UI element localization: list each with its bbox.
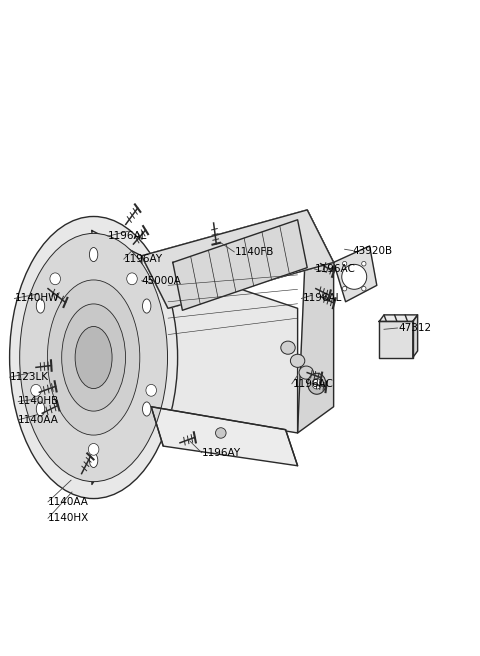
- Ellipse shape: [299, 366, 313, 379]
- Text: 1196AY: 1196AY: [202, 447, 241, 458]
- Text: 1140HW: 1140HW: [14, 293, 59, 304]
- Ellipse shape: [75, 327, 112, 388]
- Text: 1196AC: 1196AC: [314, 264, 355, 274]
- Text: 47312: 47312: [398, 323, 432, 333]
- Ellipse shape: [342, 264, 367, 289]
- Ellipse shape: [89, 247, 98, 262]
- Ellipse shape: [146, 384, 156, 396]
- Text: 1140FB: 1140FB: [235, 247, 275, 257]
- Polygon shape: [142, 210, 334, 308]
- Ellipse shape: [62, 304, 126, 411]
- Ellipse shape: [10, 216, 178, 499]
- Polygon shape: [142, 256, 298, 433]
- Text: 1140HB: 1140HB: [18, 396, 60, 407]
- Text: 1196AY: 1196AY: [124, 254, 163, 264]
- Ellipse shape: [290, 354, 305, 367]
- Ellipse shape: [20, 234, 168, 482]
- Ellipse shape: [281, 341, 295, 354]
- Text: 1140AA: 1140AA: [48, 497, 89, 507]
- Polygon shape: [92, 230, 142, 484]
- Polygon shape: [413, 315, 418, 358]
- Text: 1196AL: 1196AL: [302, 293, 342, 304]
- Text: 1196AC: 1196AC: [293, 379, 334, 389]
- Ellipse shape: [88, 443, 99, 455]
- Ellipse shape: [362, 261, 366, 266]
- Text: 43920B: 43920B: [353, 245, 393, 256]
- Text: 45000A: 45000A: [142, 276, 181, 286]
- Text: 1196AL: 1196AL: [108, 231, 147, 241]
- Ellipse shape: [89, 453, 98, 468]
- Ellipse shape: [50, 273, 60, 285]
- Ellipse shape: [31, 384, 41, 396]
- Ellipse shape: [216, 428, 226, 438]
- Polygon shape: [334, 246, 377, 302]
- Ellipse shape: [48, 280, 140, 435]
- Text: 1140AA: 1140AA: [18, 415, 59, 425]
- Ellipse shape: [143, 299, 151, 313]
- Polygon shape: [379, 315, 418, 321]
- Ellipse shape: [342, 287, 347, 291]
- Ellipse shape: [308, 373, 326, 394]
- Ellipse shape: [36, 402, 45, 416]
- Ellipse shape: [143, 402, 151, 416]
- Polygon shape: [379, 321, 413, 358]
- Ellipse shape: [312, 379, 322, 389]
- Polygon shape: [142, 210, 334, 308]
- Ellipse shape: [342, 261, 347, 266]
- Polygon shape: [173, 220, 307, 310]
- Text: 1140HX: 1140HX: [48, 513, 89, 523]
- Polygon shape: [298, 210, 334, 433]
- Ellipse shape: [362, 287, 366, 291]
- Ellipse shape: [36, 299, 45, 313]
- Ellipse shape: [127, 273, 137, 285]
- Text: 1123LK: 1123LK: [10, 372, 48, 382]
- Polygon shape: [151, 407, 298, 466]
